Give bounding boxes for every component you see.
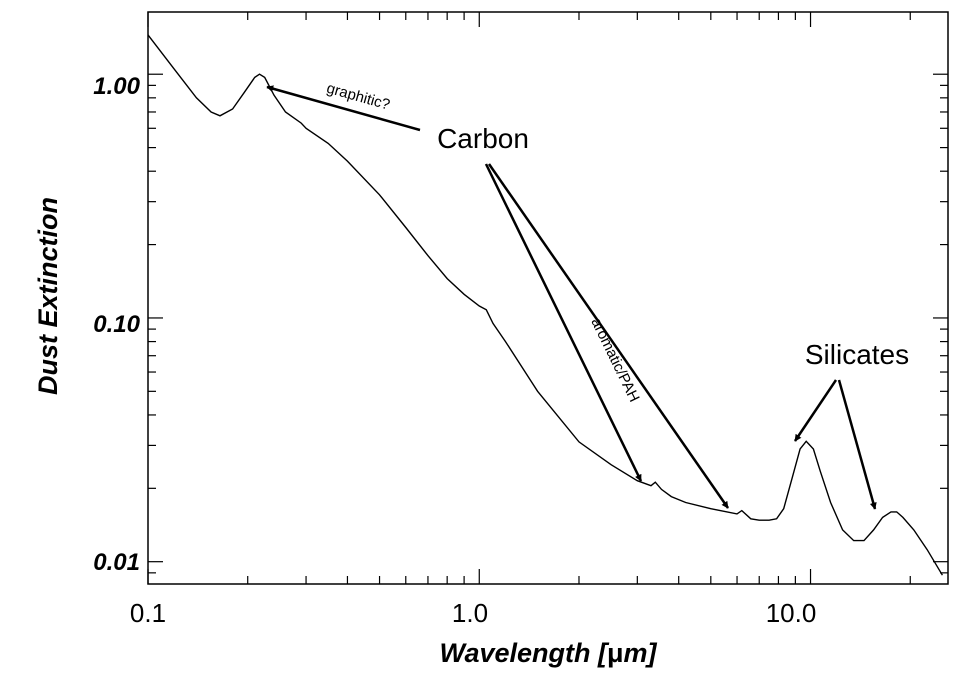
annotations: graphitic? Carbon aromatic/PAH Silicates: [266, 80, 909, 510]
annotation-carbon: Carbon: [437, 123, 529, 154]
arrow-carbon-aromatic-1: [484, 163, 643, 482]
arrow-silicates-1: [793, 379, 838, 442]
x-tick-label-3: 10.0: [766, 598, 817, 628]
x-tick-labels: 0.1 1.0 10.0: [130, 598, 816, 628]
series-line-dust-extinction: [147, 34, 944, 576]
x-tick-label-2: 1.0: [452, 598, 488, 628]
y-tick-label-3: 0.01: [93, 549, 140, 576]
annotation-graphitic: graphitic?: [325, 80, 392, 114]
x-axis-title-suffix: m]: [624, 638, 658, 668]
x-axis-title: Wavelength [μm]: [439, 638, 657, 668]
x-axis-title-prefix: Wavelength [: [439, 638, 610, 668]
x-axis-title-mu: μ: [607, 638, 624, 668]
plot-frame: [147, 11, 949, 585]
x-tick-label-1: 0.1: [130, 598, 166, 628]
arrow-graphitic: [266, 85, 421, 132]
axis-ticks: [147, 12, 948, 584]
y-axis-title: Dust Extinction: [33, 197, 63, 395]
y-tick-label-2: 0.10: [93, 311, 140, 338]
y-tick-label-1: 1.00: [93, 73, 140, 100]
annotation-silicates: Silicates: [805, 339, 909, 370]
annotation-aromatic-pah: aromatic/PAH: [587, 315, 642, 405]
y-tick-labels: 1.00 0.10 0.01: [93, 73, 140, 576]
arrow-silicates-2: [837, 379, 877, 510]
arrow-carbon-aromatic-2: [487, 163, 730, 509]
